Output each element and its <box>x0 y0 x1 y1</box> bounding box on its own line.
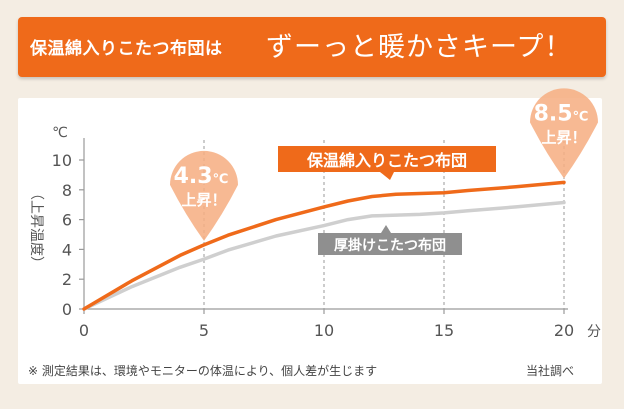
y-tick-label-4: 4 <box>62 240 72 259</box>
y-tick-label-0: 0 <box>62 300 72 319</box>
y-unit-label: ℃ <box>52 125 68 141</box>
series-label-pointer-insulated <box>380 172 394 180</box>
series-line-thick-futon <box>82 200 566 311</box>
y-tick-label-2: 2 <box>62 270 72 289</box>
y-tick-label-10: 10 <box>52 151 72 170</box>
x-tick-label-10: 10 <box>314 321 334 340</box>
x-tick-label-15: 15 <box>434 321 454 340</box>
series-label-insulated: 保温綿入りこたつ布団 <box>306 151 467 170</box>
annotation-bubble-0 <box>170 150 238 241</box>
y-axis-title: （上昇温度） <box>28 186 44 270</box>
x-tick-label-0: 0 <box>79 321 89 340</box>
series-label-pointer-thick <box>381 225 391 233</box>
annotation-value-1: 8.5℃ <box>534 101 589 126</box>
annotation-value-0: 4.3℃ <box>174 164 229 189</box>
annotation-label-0: 上昇！ <box>181 191 226 209</box>
series-label-box-insulated <box>278 146 496 172</box>
source-note: 当社調べ <box>526 364 575 378</box>
banner-title: ずーっと暖かさキープ！ <box>266 32 573 63</box>
series-label-box-thick <box>318 233 462 255</box>
chart-panel <box>18 98 602 384</box>
series-label-thick: 厚掛けこたつ布団 <box>334 237 446 254</box>
annotation-bubble-1 <box>530 88 598 179</box>
x-unit-label: 分 <box>587 324 601 340</box>
footnote: ※ 測定結果は、環境やモニターの体温により、個人差が生じます <box>28 364 378 378</box>
banner-subtitle: 保温綿入りこたつ布団は <box>30 39 223 59</box>
title-banner: 保温綿入りこたつ布団は ずーっと暖かさキープ！ <box>18 17 606 77</box>
y-tick-label-6: 6 <box>62 211 72 230</box>
annotation-label-1: 上昇！ <box>541 128 586 146</box>
x-tick-label-5: 5 <box>199 321 209 340</box>
series-line-insulated-futon <box>82 180 566 311</box>
y-tick-label-8: 8 <box>62 181 72 200</box>
x-tick-label-20: 20 <box>554 321 574 340</box>
